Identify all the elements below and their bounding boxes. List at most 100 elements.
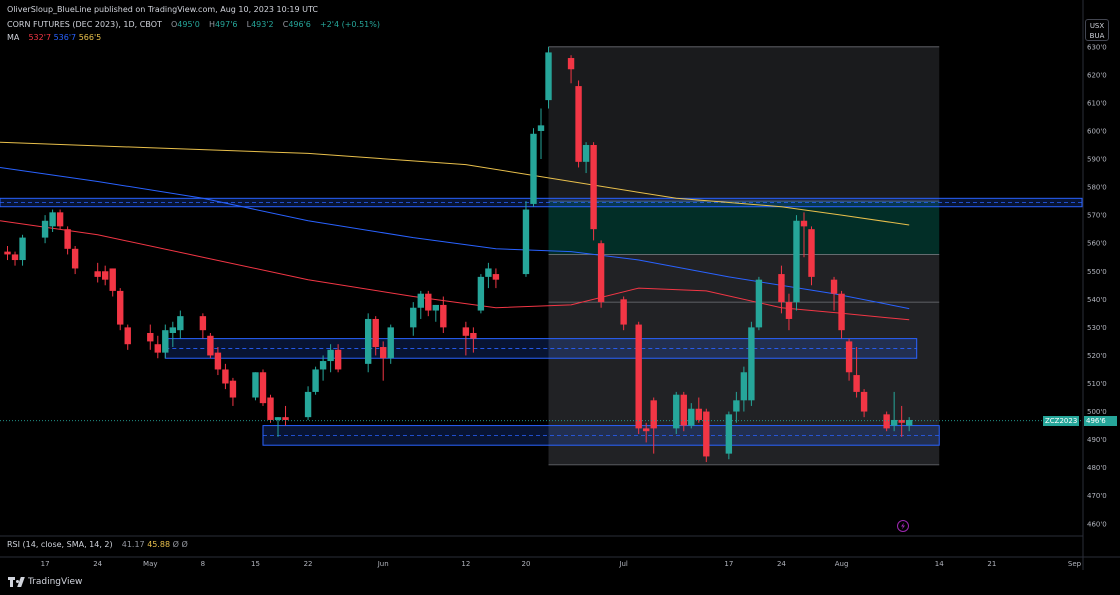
price-tick-label: 600'0 (1087, 127, 1107, 135)
candle (597, 240, 605, 308)
candle (162, 324, 169, 359)
candle (425, 290, 432, 317)
publisher-text: OliverSloup_BlueLine published on Tradin… (7, 5, 319, 14)
candle-body (890, 419, 898, 426)
candle-body (259, 372, 267, 404)
candle (199, 313, 207, 339)
candle (154, 335, 161, 359)
time-tick-label: 17 (41, 560, 50, 568)
candle-body (545, 52, 552, 101)
candle-body (845, 341, 853, 373)
candle (41, 215, 49, 244)
candle-body (94, 271, 101, 277)
candle-body (147, 332, 154, 342)
candle-body (462, 327, 470, 336)
candle-body (620, 299, 627, 325)
candle-body (199, 316, 207, 331)
candle (334, 344, 342, 373)
candle-body (154, 344, 161, 353)
candle-body (19, 237, 26, 261)
candle-body (755, 279, 763, 328)
candle-body (207, 335, 214, 356)
price-tick-label: 480'0 (1087, 464, 1107, 472)
time-tick-label: 24 (93, 560, 102, 568)
symbol-title[interactable]: CORN FUTURES (DEC 2023), 1D, CBOT (7, 20, 162, 29)
candle-body (597, 243, 605, 303)
candle (905, 417, 913, 432)
time-tick-label: 24 (777, 560, 786, 568)
candle-body (808, 229, 815, 277)
time-tick-label: Jul (618, 560, 628, 568)
candle-body (695, 408, 702, 420)
candle (800, 212, 808, 258)
candle (567, 55, 575, 84)
candle-body (252, 372, 259, 398)
candle (207, 332, 214, 359)
ma-legend[interactable]: MA 532'7 536'7 566'5 (7, 33, 101, 42)
candle-body (492, 274, 500, 280)
ma-value-slow: 566'5 (78, 33, 102, 42)
candle (380, 341, 387, 381)
candle (124, 324, 131, 350)
time-tick-label: Aug (835, 560, 849, 568)
tradingview-logo[interactable]: TradingView (8, 577, 82, 587)
currency-unit-button[interactable]: USX BUA (1085, 19, 1109, 41)
candle (778, 265, 785, 314)
price-tick-label: 460'0 (1087, 520, 1107, 528)
candle (102, 265, 109, 286)
rsi-label[interactable]: RSI (14, close, SMA, 14, 2) (7, 540, 113, 549)
candle-body (740, 372, 748, 401)
candle-body (432, 304, 439, 311)
publisher-line: OliverSloup_BlueLine published on Tradin… (7, 5, 318, 14)
candle (169, 321, 177, 348)
candle (635, 321, 642, 434)
candle-body (725, 414, 733, 454)
candle-body (417, 293, 424, 308)
candle (4, 246, 11, 261)
candle-body (793, 220, 800, 303)
candle-body (71, 248, 79, 269)
candle (748, 321, 755, 406)
ma-line-1 (0, 167, 910, 310)
price-tick-label: 490'0 (1087, 436, 1107, 444)
candle-body (860, 391, 868, 412)
candle-body (800, 220, 808, 227)
candle (19, 234, 26, 266)
price-tick-label: 610'0 (1087, 99, 1107, 107)
open-value: 495'0 (177, 20, 200, 29)
close-label: C (282, 20, 289, 29)
candle-body (703, 411, 710, 457)
projection-zone-green (548, 201, 940, 255)
candle (222, 363, 229, 390)
candle-body (169, 327, 177, 333)
candle (94, 262, 101, 283)
candle (733, 391, 740, 423)
candle-body (470, 332, 477, 339)
candle (793, 215, 800, 311)
ma-label[interactable]: MA (7, 33, 20, 42)
rsi-legend[interactable]: RSI (14, close, SMA, 14, 2) 41.17 45.88 … (7, 540, 188, 549)
candle (755, 276, 763, 331)
ma-value-fast: 532'7 (28, 33, 52, 42)
candle-body (109, 268, 116, 291)
candle-body (56, 212, 64, 227)
candle (853, 347, 860, 398)
rsi-value-1: 41.17 (121, 540, 145, 549)
symbol-legend[interactable]: CORN FUTURES (DEC 2023), 1D, CBOT O495'0… (7, 20, 380, 29)
candle-body (778, 274, 785, 303)
time-tick-label: 15 (251, 560, 260, 568)
candle-body (733, 400, 740, 412)
tradingview-logo-icon (8, 577, 25, 587)
candle (229, 377, 237, 406)
candle-body (440, 304, 447, 328)
candle-body (575, 86, 582, 162)
candle (410, 302, 417, 336)
candle-body (4, 251, 11, 255)
price-tick-label: 470'0 (1087, 492, 1107, 500)
candle (673, 391, 680, 434)
price-tick-label: 560'0 (1087, 240, 1107, 248)
candle (387, 324, 394, 364)
candle (177, 310, 184, 339)
